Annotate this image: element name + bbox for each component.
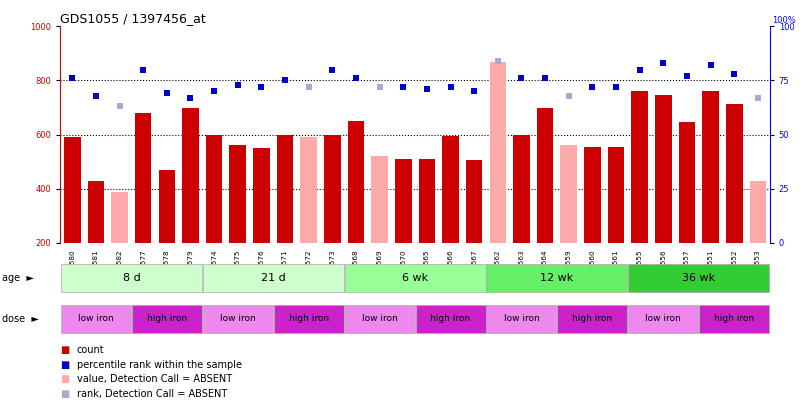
Bar <box>418 159 435 243</box>
Text: high iron: high iron <box>147 314 187 324</box>
Text: rank, Detection Call = ABSENT: rank, Detection Call = ABSENT <box>77 389 226 399</box>
Bar <box>629 264 769 292</box>
Bar <box>395 159 412 243</box>
Bar <box>416 305 485 333</box>
Bar <box>560 145 577 243</box>
Text: value, Detection Call = ABSENT: value, Detection Call = ABSENT <box>77 375 231 384</box>
Bar <box>372 156 388 243</box>
Text: count: count <box>77 345 104 355</box>
Bar <box>61 264 202 292</box>
Text: 21 d: 21 d <box>261 273 285 283</box>
Bar <box>537 108 554 243</box>
Bar <box>442 136 459 243</box>
Bar <box>513 134 530 243</box>
Bar <box>487 305 556 333</box>
Text: high iron: high iron <box>430 314 471 324</box>
Bar <box>631 92 648 243</box>
Text: 8 d: 8 d <box>123 273 140 283</box>
Bar <box>679 122 696 243</box>
Bar <box>345 264 485 292</box>
Bar <box>274 305 343 333</box>
Bar <box>466 160 483 243</box>
Text: low iron: low iron <box>646 314 681 324</box>
Text: percentile rank within the sample: percentile rank within the sample <box>77 360 242 370</box>
Text: high iron: high iron <box>289 314 329 324</box>
Bar <box>230 145 246 243</box>
Bar <box>608 147 625 243</box>
Bar <box>629 305 698 333</box>
Bar <box>182 108 199 243</box>
Text: dose  ►: dose ► <box>2 314 39 324</box>
Bar <box>61 305 131 333</box>
Text: 6 wk: 6 wk <box>402 273 428 283</box>
Bar <box>88 181 104 243</box>
Bar <box>111 192 128 243</box>
Bar <box>253 148 270 243</box>
Text: ■: ■ <box>60 360 69 370</box>
Bar <box>301 137 317 243</box>
Bar <box>276 134 293 243</box>
Text: GDS1055 / 1397456_at: GDS1055 / 1397456_at <box>60 12 206 25</box>
Bar <box>489 62 506 243</box>
Text: high iron: high iron <box>714 314 754 324</box>
Bar <box>203 264 343 292</box>
Text: low iron: low iron <box>78 314 114 324</box>
Bar <box>584 147 600 243</box>
Bar <box>487 264 627 292</box>
Bar <box>206 134 222 243</box>
Text: ■: ■ <box>60 345 69 355</box>
Bar <box>203 305 272 333</box>
Text: 100%: 100% <box>772 16 796 25</box>
Text: low iron: low iron <box>220 314 256 324</box>
Text: ■: ■ <box>60 389 69 399</box>
Text: low iron: low iron <box>362 314 397 324</box>
Text: 12 wk: 12 wk <box>540 273 574 283</box>
Bar <box>324 134 341 243</box>
Bar <box>750 181 767 243</box>
Bar <box>700 305 769 333</box>
Text: low iron: low iron <box>504 314 539 324</box>
Text: ■: ■ <box>60 375 69 384</box>
Bar <box>159 170 175 243</box>
Bar <box>655 96 671 243</box>
Bar <box>345 305 414 333</box>
Bar <box>64 137 81 243</box>
Bar <box>347 121 364 243</box>
Text: age  ►: age ► <box>2 273 34 283</box>
Text: 36 wk: 36 wk <box>682 273 716 283</box>
Bar <box>726 104 742 243</box>
Bar <box>558 305 627 333</box>
Bar <box>135 113 152 243</box>
Text: high iron: high iron <box>572 314 613 324</box>
Bar <box>702 92 719 243</box>
Bar <box>132 305 202 333</box>
